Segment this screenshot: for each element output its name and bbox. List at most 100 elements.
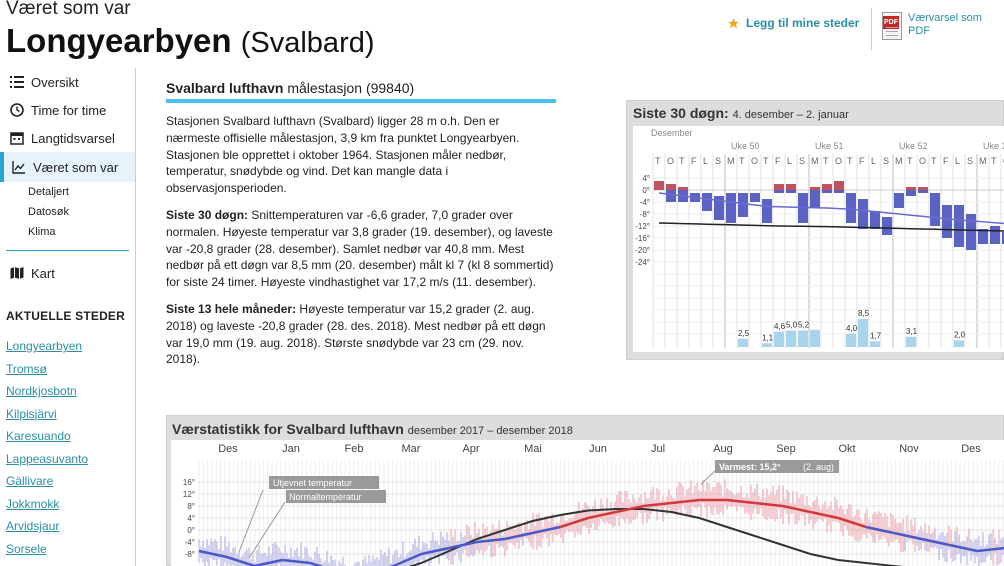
temp-bar-cold [762, 199, 772, 223]
last-13-months-label: Siste 13 hele måneder: [166, 301, 297, 316]
sidebar-divider [6, 250, 129, 251]
day-letter: T [907, 156, 913, 166]
day-letter: O [919, 156, 926, 166]
nav-longterm[interactable]: Langtidsvarsel [0, 124, 135, 152]
month-label: Des [961, 443, 981, 455]
y-tick-label: -8° [640, 210, 650, 219]
day-letter: S [799, 156, 805, 166]
day-letter: S [883, 156, 889, 166]
place-link-sorsele[interactable]: Sorsele [6, 541, 47, 556]
annotation-pointer [248, 501, 286, 559]
temp-bar-cold [930, 193, 940, 226]
day-letter: L [955, 156, 960, 166]
smoothed-temperature-line [726, 498, 755, 505]
month-label: Sep [776, 443, 796, 455]
temp-bar-cold [918, 190, 928, 193]
station-heading: Svalbard lufthavn målestasjon (99840) [166, 80, 556, 103]
y-tick-label: 16° [183, 478, 195, 487]
nav-history[interactable]: Været som var [0, 152, 135, 182]
temp-bar-cold [990, 226, 1000, 244]
smoothed-temperature-line [448, 540, 478, 550]
smoothed-temperature-line [782, 504, 811, 514]
smoothed-temperature-line [949, 543, 978, 553]
place-link-nordkjosbotn[interactable]: Nordkjosbotn [6, 384, 77, 398]
smoothed-temperature-line [643, 501, 672, 508]
add-favorite-link[interactable]: Legg til mine steder [727, 16, 859, 30]
nav-overview[interactable]: Oversikt [0, 68, 135, 96]
temp-bar-cold [750, 193, 760, 202]
annotation-box [269, 476, 379, 489]
place-link-karesuando[interactable]: Karesuando [6, 429, 71, 443]
week-label: Uke 50 [731, 141, 760, 151]
subnav-detailed[interactable]: Detaljert [28, 186, 69, 198]
day-letter: T [739, 156, 745, 166]
day-letter: S [715, 156, 721, 166]
smoothed-temperature-line [615, 504, 644, 514]
page-title: Longyearbyen (Svalbard) [6, 22, 375, 60]
temp-bar-warm [666, 184, 676, 190]
temp-bar-cold [906, 190, 916, 196]
station-intro: Stasjonen Svalbard lufthavn (Svalbard) l… [166, 114, 520, 196]
smoothed-temperature-line [837, 516, 867, 529]
chart-year-svg[interactable]: Des Jan Feb Mar Apr Mai Jun Jul Aug Sep Okt Nov Des 1… [171, 440, 1004, 566]
nav-overview-label: Oversikt [31, 74, 79, 90]
precip-bar [762, 343, 772, 347]
station-name: Svalbard lufthavn [166, 80, 284, 96]
place-link-gallivare[interactable]: Gällivare [6, 474, 54, 488]
place-link-arvidsjaur[interactable]: Arvidsjaur [6, 519, 60, 533]
temp-bar-warm [810, 187, 820, 190]
day-letter: M [727, 156, 735, 166]
day-letter: F [943, 156, 949, 166]
temp-bar-cold [942, 205, 952, 238]
precip-bar [906, 336, 916, 347]
precip-label: 4,6 [774, 322, 786, 331]
day-letter: M [811, 156, 819, 166]
day-letter: T [847, 156, 853, 166]
smoothed-temperature-line [893, 531, 922, 541]
temp-bar-cold [870, 211, 880, 229]
day-letter: T [763, 156, 769, 166]
smoothed-temperature-line [810, 510, 839, 520]
place-link-longyearbyen[interactable]: Longyearbyen [6, 339, 83, 353]
pdf-forecast-link[interactable]: PDF Værvarsel som PDF [882, 12, 994, 40]
place-link-kilpisjarvi[interactable]: Kilpisjärvi [6, 406, 57, 421]
precip-label: 8,5 [858, 309, 870, 318]
add-favorite-label: Legg til mine steder [746, 16, 860, 30]
day-letter: F [775, 156, 781, 166]
day-letter: L [703, 156, 708, 166]
nav-hourly[interactable]: Time for time [0, 96, 135, 124]
place-link-tromso[interactable]: Tromsø [6, 361, 47, 376]
smoothed-temperature-line [393, 552, 422, 566]
normal-temperature-line [658, 222, 1004, 232]
sidebar: Oversikt Time for time Langtidsvarsel Væ… [0, 68, 136, 566]
temp-bar-cold [1002, 232, 1004, 244]
temp-bar-cold [666, 190, 676, 202]
temp-bar-warm [906, 187, 916, 190]
precip-bar [786, 330, 796, 347]
place-link-jokkmokk[interactable]: Jokkmokk [6, 496, 60, 511]
subnav-date-search[interactable]: Datosøk [28, 206, 69, 218]
month-label: Apr [462, 443, 479, 455]
smoothed-temperature-line [309, 561, 324, 566]
temp-bar-cold [774, 190, 784, 193]
month-label: Feb [345, 443, 364, 455]
precip-bar [858, 318, 868, 347]
place-link-lappeasuvanto[interactable]: Lappeasuvanto [6, 451, 89, 466]
annotation-box [715, 460, 839, 473]
day-letter: F [691, 156, 697, 166]
temp-bar-cold [702, 193, 712, 211]
last-30-days-summary: Siste 30 døgn: Snittemperaturen var -6,6… [166, 207, 556, 291]
month-label: Jan [282, 443, 300, 455]
page-header: Været som var Longyearbyen (Svalbard) Le… [0, 0, 1004, 66]
nav-map[interactable]: Kart [0, 259, 135, 287]
chart-30-title-text: Siste 30 døgn: [633, 105, 729, 121]
nav-hourly-label: Time for time [31, 102, 107, 118]
chart-year-title-text: Værstatistikk for Svalbard lufthavn [172, 421, 404, 437]
pdf-forecast-label: Værvarsel som PDF [908, 12, 982, 37]
subnav-climate[interactable]: Klima [28, 226, 56, 238]
temp-bar-warm [774, 184, 784, 190]
week-label: Uke 1 [983, 141, 1004, 151]
y-tick-label: -8° [185, 550, 195, 559]
precip-label: 4,0 [846, 324, 858, 333]
